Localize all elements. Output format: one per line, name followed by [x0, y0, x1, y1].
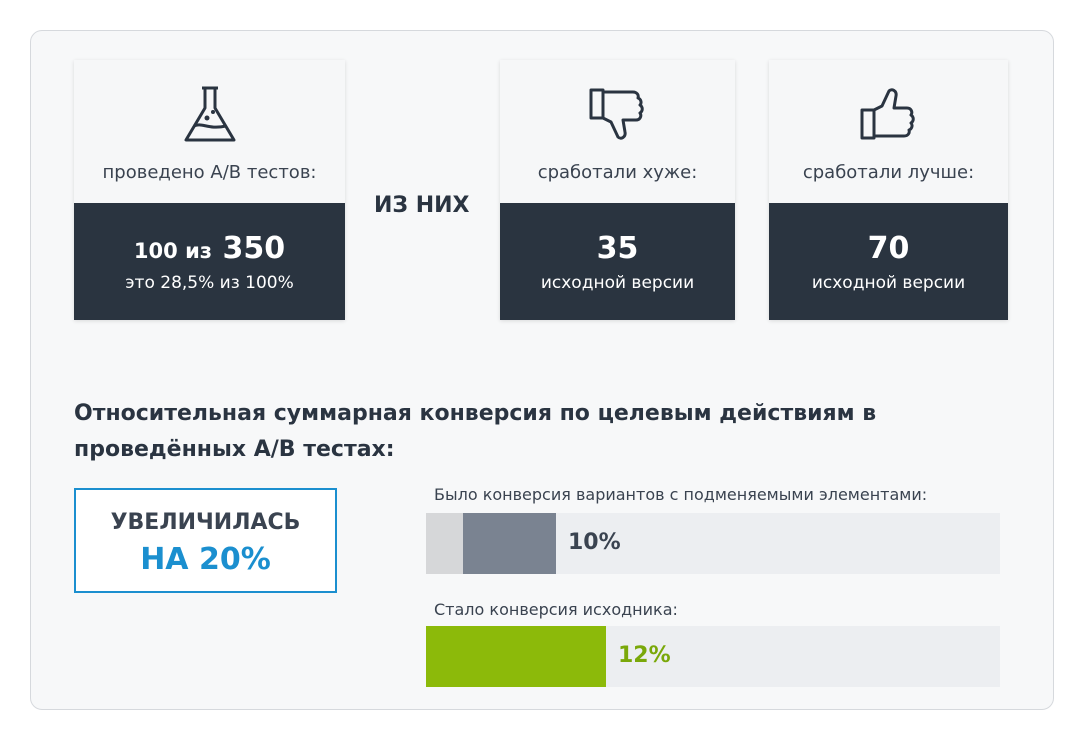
better-card: сработали лучше: 70 исходной версии	[769, 60, 1008, 320]
card-caption: сработали хуже:	[537, 162, 698, 183]
bar-label: Было конверсия вариантов с подменяемыми …	[434, 485, 928, 504]
card-bottom: 70 исходной версии	[769, 203, 1008, 320]
bar-segment	[426, 513, 463, 574]
card-value: 35	[596, 231, 639, 266]
bar-value: 12%	[618, 643, 671, 668]
bar-track: 12%	[426, 626, 1000, 687]
bar-label: Стало конверсия исходника:	[434, 600, 678, 619]
bar-track: 10%	[426, 513, 1000, 574]
card-bottom: 35 исходной версии	[500, 203, 735, 320]
card-caption: проведено А/В тестов:	[102, 162, 317, 183]
thumbs-down-icon	[589, 88, 644, 140]
card-note: исходной версии	[811, 273, 966, 293]
of-them-label: ИЗ НИХ	[374, 193, 470, 218]
card-top: проведено А/В тестов:	[74, 60, 345, 203]
card-value: 100 из 350	[74, 231, 345, 266]
card-caption: сработали лучше:	[802, 162, 975, 183]
bar-segment	[463, 513, 556, 574]
card-top: сработали хуже:	[500, 60, 735, 203]
card-note: исходной версии	[540, 273, 695, 293]
thumbs-up-icon	[860, 88, 915, 140]
value-total: 350	[222, 231, 286, 266]
value-prefix: 100 из	[133, 239, 212, 263]
bar-segment	[426, 626, 606, 687]
card-note: это 28,5% из 100%	[125, 273, 294, 293]
card-value: 70	[867, 231, 910, 266]
worse-card: сработали хуже: 35 исходной версии	[500, 60, 735, 320]
section-heading: Относительная суммарная конверсия по цел…	[74, 401, 877, 462]
result-box: УВЕЛИЧИЛАСЬ НА 20%	[74, 488, 337, 593]
bar-value: 10%	[568, 530, 621, 555]
result-line2: НА 20%	[140, 542, 271, 577]
result-line1: УВЕЛИЧИЛАСЬ	[110, 510, 301, 535]
card-bottom: 100 из 350 это 28,5% из 100%	[74, 203, 345, 320]
tests-card: проведено А/В тестов: 100 из 350 это 28,…	[74, 60, 345, 320]
flask-icon	[184, 86, 235, 142]
card-top: сработали лучше:	[769, 60, 1008, 203]
